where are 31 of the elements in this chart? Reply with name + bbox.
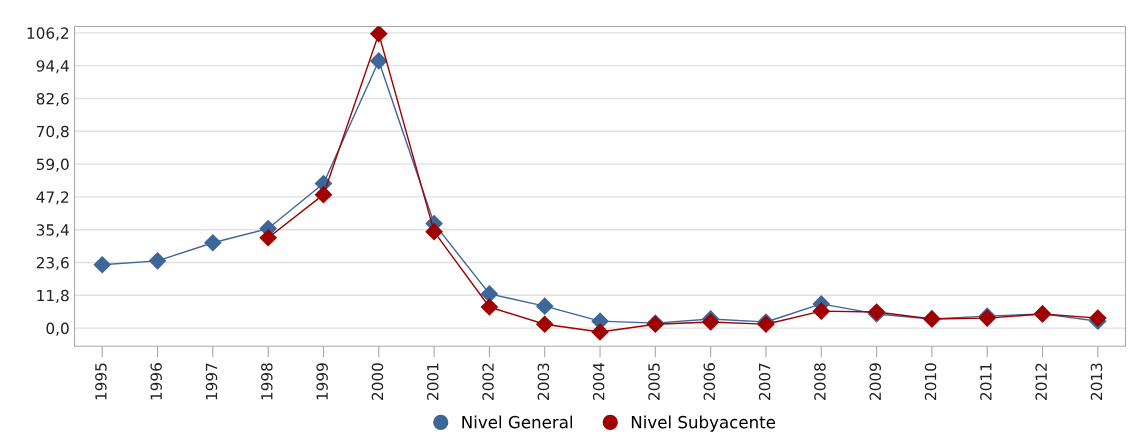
- x-tick-label: 2011: [980, 363, 992, 400]
- x-tick-label: 1995: [95, 363, 107, 400]
- x-tick-label: 2012: [1035, 363, 1047, 400]
- y-tick-label: 59,0: [36, 158, 69, 172]
- y-tick-label: 106,2: [27, 27, 69, 41]
- x-tick-label: 2003: [537, 363, 550, 400]
- x-tick-label: 1998: [261, 363, 273, 400]
- y-tick-label: 94,4: [36, 60, 69, 74]
- y-tick-label: 70,8: [36, 125, 69, 139]
- x-tick-label: 1996: [150, 363, 162, 400]
- x-tick-label: 2009: [869, 363, 882, 400]
- x-tick-label: 2008: [814, 363, 826, 400]
- y-tick-label: 11,8: [37, 289, 69, 303]
- y-tick-label: 0,0: [46, 322, 69, 336]
- x-tick-label: 2007: [758, 363, 771, 400]
- x-tick-label: 2001: [426, 363, 439, 400]
- x-tick-label: 2013: [1090, 363, 1103, 400]
- legend-label: Nivel Subyacente: [631, 415, 776, 432]
- y-tick-label: 35,4: [36, 224, 69, 238]
- y-tick-label: 23,6: [36, 256, 69, 271]
- x-tick-label: 2002: [482, 363, 494, 400]
- x-tick-label: 2010: [924, 363, 937, 400]
- x-tick-label: 2000: [371, 363, 384, 400]
- x-tick-label: 2006: [703, 363, 716, 400]
- x-tick-label: 1999: [316, 363, 328, 400]
- x-tick-label: 2004: [592, 363, 605, 400]
- y-tick-label: 47,2: [36, 191, 69, 205]
- x-tick-label: 1997: [205, 363, 218, 400]
- y-tick-label: 82,6: [36, 92, 69, 107]
- x-tick-label: 2005: [648, 363, 660, 400]
- legend-label: Nivel General: [462, 415, 573, 429]
